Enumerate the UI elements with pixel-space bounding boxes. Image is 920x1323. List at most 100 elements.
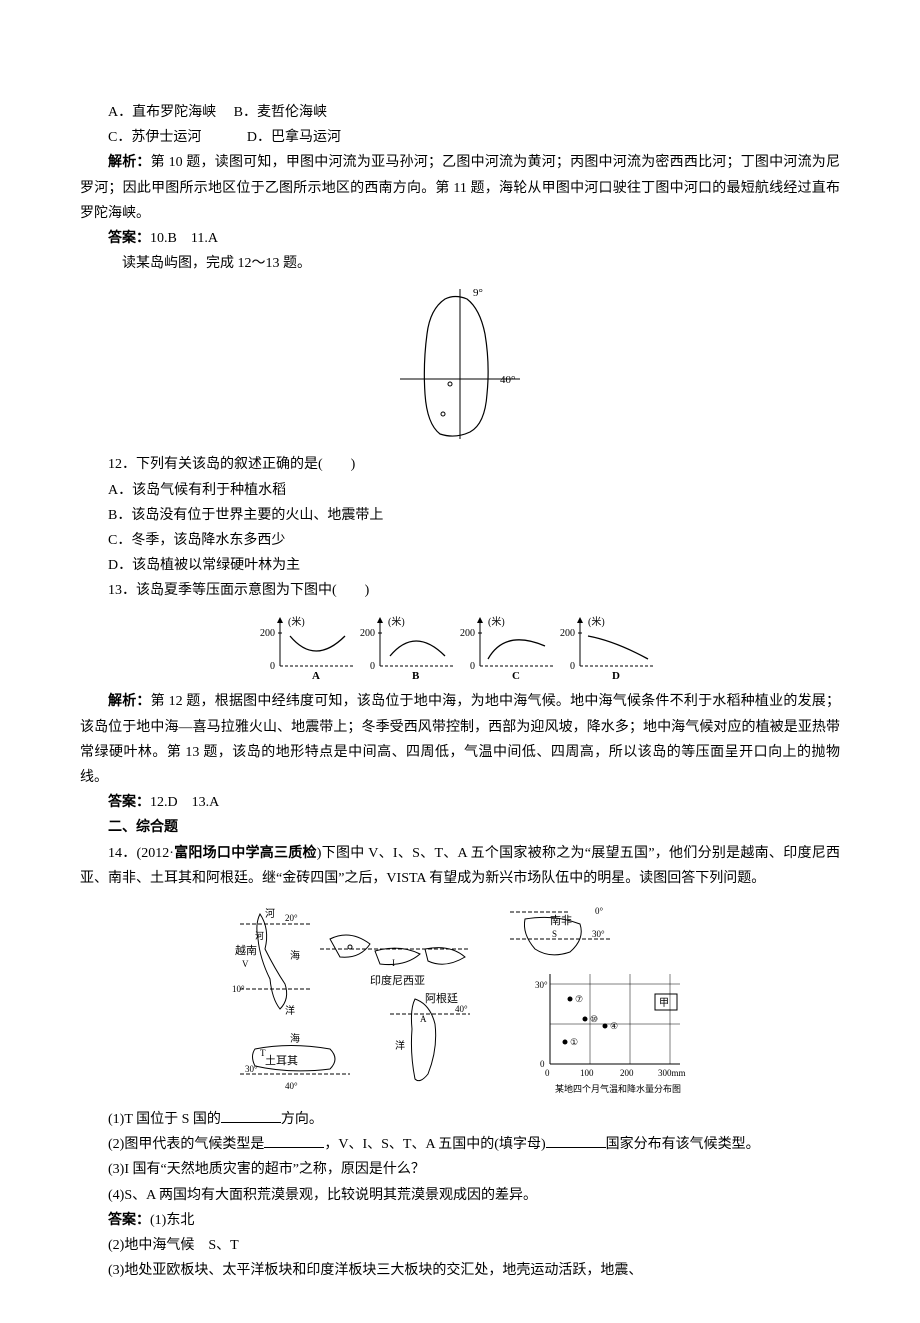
document-page: A．直布罗陀海峡 B．麦哲伦海峡 C．苏伊士运河 D．巴拿马运河 解析：第 10… [0, 0, 920, 1323]
map-south-africa: 30° 0° 南非 S [510, 906, 610, 955]
svg-text:B: B [412, 670, 420, 681]
svg-text:0°: 0° [595, 906, 604, 916]
maps-figure: 20° 10° 越南 V 河 海 洋 河 印度尼西亚 I 40° 阿根廷 A 洋 [230, 899, 690, 1099]
island-figure: 9° 40° [395, 284, 525, 444]
svg-text:河: 河 [255, 930, 264, 941]
svg-text:I: I [392, 958, 395, 968]
section-heading: 二、综合题 [80, 815, 840, 840]
answer-block: 答案：(1)东北 [80, 1208, 840, 1233]
svg-text:海: 海 [290, 949, 300, 962]
svg-text:200: 200 [260, 628, 275, 639]
analysis-text: 第 10 题，读图可知，甲图中河流为亚马孙河；乙图中河流为黄河；丙图中河流为密西… [80, 155, 840, 220]
q11-option-a: A．直布罗陀海峡 [108, 105, 216, 120]
svg-text:0: 0 [570, 661, 575, 672]
q11-option-d: D．巴拿马运河 [247, 130, 341, 145]
q14-sub1-a: (1)T 国位于 S 国的 [108, 1112, 221, 1127]
svg-text:甲: 甲 [659, 998, 669, 1009]
q14-sub4: (4)S、A 两国均有大面积荒漠景观，比较说明其荒漠景观成因的差异。 [80, 1183, 840, 1208]
svg-text:200: 200 [360, 628, 375, 639]
blank [221, 1108, 281, 1123]
svg-text:100: 100 [580, 1068, 594, 1078]
svg-text:海: 海 [290, 1032, 300, 1045]
svg-text:洋: 洋 [395, 1039, 405, 1052]
lon-label: 9° [473, 287, 483, 299]
panel-d: 200 (米) 0 D [560, 615, 655, 681]
panel-c: 200 (米) 0 C [460, 615, 555, 681]
svg-text:①: ① [570, 1037, 578, 1047]
map-argentina: 40° 阿根廷 A 洋 [390, 991, 470, 1081]
svg-text:(米): (米) [588, 615, 605, 628]
answer-label: 答案： [108, 1213, 150, 1228]
svg-text:④: ④ [610, 1021, 618, 1031]
svg-text:200: 200 [460, 628, 475, 639]
answer-text: 12.D 13.A [150, 795, 219, 810]
svg-text:200: 200 [560, 628, 575, 639]
q12-option-b: B．该岛没有位于世界主要的火山、地震带上 [80, 503, 840, 528]
q12-option-c: C．冬季，该岛降水东多西少 [80, 528, 840, 553]
answer3-3: (3)地处亚欧板块、太平洋板块和印度洋板块三大板块的交汇处，地壳运动活跃，地震、 [80, 1258, 840, 1283]
q14-sub2-c: 国家分布有该气候类型。 [606, 1137, 760, 1152]
answer3-1: (1)东北 [150, 1213, 194, 1228]
svg-text:200: 200 [620, 1068, 634, 1078]
answer-block: 答案：12.D 13.A [80, 790, 840, 815]
svg-text:⑦: ⑦ [575, 994, 583, 1004]
q14-sub2-b: ，V、I、S、T、A 五国中的(填字母) [324, 1137, 545, 1152]
svg-text:A: A [420, 1014, 427, 1024]
blank [546, 1133, 606, 1148]
option-line: A．直布罗陀海峡 B．麦哲伦海峡 [80, 100, 840, 125]
svg-text:洋: 洋 [285, 1004, 295, 1017]
svg-text:10°: 10° [232, 984, 245, 994]
analysis-block: 解析：第 10 题，读图可知，甲图中河流为亚马孙河；乙图中河流为黄河；丙图中河流… [80, 150, 840, 226]
q14-source: 富阳场口中学高三质检 [174, 846, 317, 861]
q14-sub3: (3)I 国有“天然地质灾害的超市”之称，原因是什么？ [80, 1157, 840, 1182]
svg-text:40°: 40° [285, 1081, 298, 1091]
svg-text:S: S [552, 929, 557, 939]
answer-label: 答案： [108, 231, 150, 246]
svg-text:T: T [260, 1048, 266, 1058]
q12-option-a: A．该岛气候有利于种植水稻 [80, 478, 840, 503]
map-turkey: 40° 30° 土耳其 T 海 [240, 1032, 350, 1091]
svg-text:阿根廷: 阿根廷 [425, 991, 458, 1005]
panel-b: 200 (米) 0 B [360, 615, 455, 681]
map-indonesia: 印度尼西亚 I [320, 935, 470, 987]
q14-stem: 14．(2012·富阳场口中学高三质检)下图中 V、I、S、T、A 五个国家被称… [80, 841, 840, 891]
q14-stem-a: 14．(2012· [108, 846, 174, 861]
analysis-label: 解析： [108, 155, 151, 170]
svg-text:土耳其: 土耳其 [265, 1054, 298, 1067]
svg-text:(米): (米) [288, 615, 305, 628]
svg-text:D: D [612, 670, 620, 681]
q14-sub2-a: (2)图甲代表的气候类型是 [108, 1137, 264, 1152]
lat-label: 40° [500, 374, 515, 386]
q12-intro: 读某岛屿图，完成 12～13 题。 [80, 251, 840, 276]
q14-sub1-b: 方向。 [281, 1112, 323, 1127]
svg-text:300mm: 300mm [658, 1068, 686, 1078]
q14-sub1: (1)T 国位于 S 国的 方向。 [80, 1107, 840, 1132]
climate-chart: 30° 0 0 100 200 300mm ⑦ ⑩ ④ ① 甲 某地四个月气温和… [535, 974, 686, 1094]
svg-text:(米): (米) [488, 615, 505, 628]
option-line: C．苏伊士运河 D．巴拿马运河 [80, 125, 840, 150]
panel-a: 200 (米) 0 A [260, 615, 355, 681]
svg-text:40°: 40° [455, 1004, 468, 1014]
q13-stem: 13．该岛夏季等压面示意图为下图中( ) [80, 578, 840, 603]
svg-text:0: 0 [270, 661, 275, 672]
answer-block: 答案：10.B 11.A [80, 226, 840, 251]
svg-text:30°: 30° [592, 929, 605, 939]
svg-text:30°: 30° [535, 980, 548, 990]
svg-text:河: 河 [265, 908, 275, 920]
q11-option-c: C．苏伊士运河 [108, 130, 201, 145]
answer-label: 答案： [108, 795, 150, 810]
analysis-block: 解析：第 12 题，根据图中经纬度可知，该岛位于地中海，为地中海气候。地中海气候… [80, 689, 840, 790]
analysis-label: 解析： [108, 694, 151, 709]
svg-text:(米): (米) [388, 615, 405, 628]
blank [264, 1133, 324, 1148]
svg-text:南非: 南非 [550, 914, 572, 927]
svg-text:30°: 30° [245, 1064, 258, 1074]
svg-text:印度尼西亚: 印度尼西亚 [370, 973, 425, 987]
svg-text:C: C [512, 670, 520, 681]
svg-text:A: A [312, 670, 320, 681]
q14-sub2: (2)图甲代表的气候类型是 ，V、I、S、T、A 五国中的(填字母) 国家分布有该气… [80, 1132, 840, 1157]
pressure-figure: 200 (米) 0 A 200 (米) 0 B 200 (米) 0 [260, 611, 660, 681]
q12-option-d: D．该岛植被以常绿硬叶林为主 [80, 553, 840, 578]
svg-text:⑩: ⑩ [590, 1014, 598, 1024]
svg-text:20°: 20° [285, 913, 298, 923]
